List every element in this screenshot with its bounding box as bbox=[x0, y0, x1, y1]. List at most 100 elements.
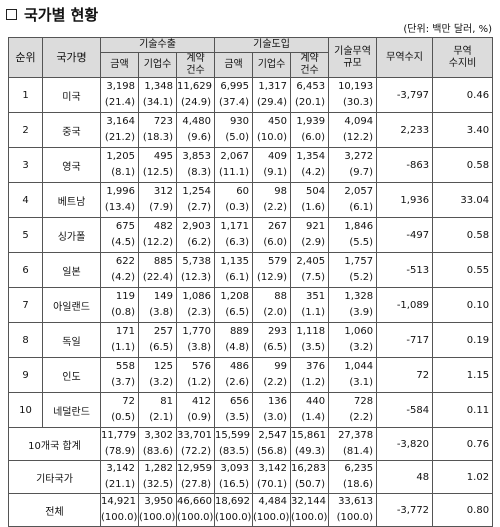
value-cell: 119 (0.8) bbox=[100, 287, 139, 323]
value-cell: 1,939 (6.0) bbox=[290, 112, 330, 148]
value-cell: 1,354 (4.2) bbox=[290, 147, 330, 183]
value-cell: 558 (3.7) bbox=[100, 357, 139, 393]
share-percent: (3.5) bbox=[225, 412, 250, 423]
value: 412 bbox=[191, 396, 212, 407]
share-percent: (12.5) bbox=[142, 167, 173, 178]
value: 3,302 bbox=[144, 430, 173, 441]
share-percent: (13.4) bbox=[104, 202, 135, 213]
value-cell: 72 (0.5) bbox=[100, 392, 139, 428]
value-cell: 3,950 (100.0) bbox=[138, 493, 177, 527]
value: 60 bbox=[236, 186, 250, 197]
share-percent: (6.3) bbox=[225, 237, 250, 248]
share-percent: (3.8) bbox=[149, 307, 173, 318]
share-percent: (9.7) bbox=[349, 167, 374, 178]
share-percent: (18.3) bbox=[142, 132, 173, 143]
rank-cell: 3 bbox=[8, 147, 43, 183]
share-percent: (3.5) bbox=[301, 342, 326, 353]
value: 312 bbox=[153, 186, 173, 197]
value: 728 bbox=[353, 396, 374, 407]
country-name-cell: 영국 bbox=[42, 147, 101, 183]
value: 1,282 bbox=[144, 463, 173, 474]
header-export-group: 기술수출 bbox=[99, 37, 216, 53]
share-percent: (8.3) bbox=[187, 167, 212, 178]
share-percent: (2.1) bbox=[149, 412, 173, 423]
value-cell: 1,135 (6.1) bbox=[214, 252, 254, 288]
value-cell: 495 (12.5) bbox=[138, 147, 177, 183]
value-cell: 2,057 (6.1) bbox=[328, 182, 378, 218]
share-percent: (0.5) bbox=[111, 412, 135, 423]
share-percent: (100.0) bbox=[336, 512, 374, 523]
value: 267 bbox=[267, 221, 288, 232]
value-cell: 293 (6.5) bbox=[252, 322, 292, 358]
value-cell: 33,613 (100.0) bbox=[328, 493, 378, 527]
value: 1,086 bbox=[182, 291, 212, 302]
value: 1,205 bbox=[106, 151, 135, 162]
balance-cell: -584 bbox=[376, 392, 434, 428]
share-percent: (2.7) bbox=[187, 202, 212, 213]
value-cell: 885 (22.4) bbox=[138, 252, 177, 288]
value-cell: 12,959 (27.8) bbox=[175, 460, 216, 494]
country-name-cell: 인도 bbox=[42, 357, 101, 393]
value-cell: 1,254 (2.7) bbox=[175, 182, 216, 218]
value-cell: 921 (2.9) bbox=[290, 217, 330, 253]
value-cell: 622 (4.2) bbox=[100, 252, 139, 288]
rank-cell: 5 bbox=[8, 217, 43, 253]
country-name-cell: 미국 bbox=[42, 77, 101, 113]
value: 171 bbox=[115, 326, 135, 337]
value-cell: 312 (7.9) bbox=[138, 182, 177, 218]
value: 32,144 bbox=[291, 496, 327, 507]
share-percent: (3.9) bbox=[349, 307, 374, 318]
share-percent: (78.9) bbox=[104, 446, 135, 457]
ratio-cell: 1.15 bbox=[432, 357, 494, 393]
share-percent: (34.1) bbox=[142, 97, 173, 108]
header-country: 국가명 bbox=[42, 37, 101, 78]
share-percent: (6.1) bbox=[349, 202, 374, 213]
value-cell: 136 (3.0) bbox=[252, 392, 292, 428]
ratio-cell: 3.40 bbox=[432, 112, 494, 148]
rank-cell: 8 bbox=[8, 322, 43, 358]
share-percent: (3.2) bbox=[149, 377, 173, 388]
value-cell: 440 (1.4) bbox=[290, 392, 330, 428]
share-percent: (6.2) bbox=[187, 237, 212, 248]
share-percent: (83.5) bbox=[218, 446, 250, 457]
share-percent: (12.9) bbox=[256, 272, 288, 283]
share-percent: (0.3) bbox=[225, 202, 250, 213]
value: 3,142 bbox=[258, 463, 288, 474]
share-percent: (4.5) bbox=[111, 237, 135, 248]
country-name-cell: 중국 bbox=[42, 112, 101, 148]
value-cell: 6,453 (20.1) bbox=[290, 77, 330, 113]
value: 1,328 bbox=[344, 291, 374, 302]
share-percent: (2.9) bbox=[301, 237, 326, 248]
value: 2,067 bbox=[220, 151, 250, 162]
header-ratio: 무역 수지비 bbox=[432, 37, 494, 78]
value-cell: 3,302 (83.6) bbox=[138, 427, 177, 461]
value-cell: 98 (2.2) bbox=[252, 182, 292, 218]
header-import-firms: 기업수 bbox=[252, 52, 292, 78]
rank-cell: 1 bbox=[8, 77, 43, 113]
share-percent: (56.8) bbox=[256, 446, 288, 457]
share-percent: (7.5) bbox=[301, 272, 326, 283]
value-cell: 889 (4.8) bbox=[214, 322, 254, 358]
share-percent: (3.2) bbox=[349, 342, 374, 353]
balance-cell: -1,089 bbox=[376, 287, 434, 323]
value-cell: 99 (2.2) bbox=[252, 357, 292, 393]
checkbox-square-icon bbox=[6, 8, 17, 20]
summary-row: 기타국가 3,142 (21.1) 1,282 (32.5) 12,959 (27.8) 3,… bbox=[8, 460, 494, 494]
rank-cell: 7 bbox=[8, 287, 43, 323]
share-percent: (3.1) bbox=[349, 377, 374, 388]
share-percent: (3.7) bbox=[111, 377, 135, 388]
rank-cell: 10 bbox=[8, 392, 43, 428]
value: 495 bbox=[153, 151, 173, 162]
share-percent: (0.9) bbox=[187, 412, 212, 423]
share-percent: (100.0) bbox=[253, 512, 290, 523]
value: 46,660 bbox=[177, 496, 212, 507]
share-percent: (9.6) bbox=[187, 132, 212, 143]
header-export-amount: 금액 bbox=[100, 52, 139, 78]
value: 10,193 bbox=[338, 81, 374, 92]
value: 6,995 bbox=[220, 81, 250, 92]
share-percent: (2.6) bbox=[225, 377, 250, 388]
ratio-cell: 0.55 bbox=[432, 252, 494, 288]
value-cell: 14,921 (100.0) bbox=[100, 493, 139, 527]
country-name-cell: 일본 bbox=[42, 252, 101, 288]
share-percent: (18.6) bbox=[342, 479, 374, 490]
